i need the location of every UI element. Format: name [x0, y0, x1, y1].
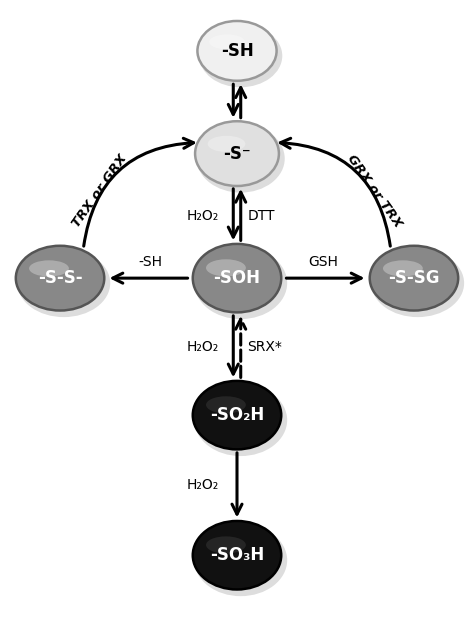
Ellipse shape — [206, 259, 246, 276]
Text: GRX or TRX: GRX or TRX — [345, 152, 404, 230]
Text: H₂O₂: H₂O₂ — [187, 209, 219, 223]
Text: -S⁻: -S⁻ — [223, 144, 251, 163]
Ellipse shape — [194, 524, 287, 596]
Text: TRX or GRX: TRX or GRX — [70, 152, 129, 230]
Ellipse shape — [206, 396, 246, 413]
Text: -SH: -SH — [139, 255, 163, 269]
Text: -S-SG: -S-SG — [388, 269, 440, 287]
Ellipse shape — [193, 244, 281, 312]
Ellipse shape — [383, 261, 423, 276]
Text: -SO₃H: -SO₃H — [210, 546, 264, 564]
Ellipse shape — [193, 521, 281, 589]
Ellipse shape — [193, 381, 281, 449]
Text: GSH: GSH — [308, 255, 338, 269]
Ellipse shape — [18, 249, 110, 317]
Ellipse shape — [194, 384, 287, 456]
Text: DTT: DTT — [247, 209, 275, 223]
Ellipse shape — [16, 245, 104, 310]
Text: SRX*: SRX* — [247, 339, 282, 353]
Ellipse shape — [197, 124, 285, 192]
Ellipse shape — [370, 245, 458, 310]
Text: -SH: -SH — [220, 42, 254, 60]
Ellipse shape — [208, 136, 246, 152]
Text: -SOH: -SOH — [213, 269, 261, 287]
Text: -S-S-: -S-S- — [38, 269, 82, 287]
Text: H₂O₂: H₂O₂ — [187, 339, 219, 353]
Ellipse shape — [206, 536, 246, 553]
Ellipse shape — [371, 249, 464, 317]
Ellipse shape — [197, 21, 277, 81]
Ellipse shape — [29, 261, 69, 276]
Ellipse shape — [210, 35, 245, 49]
Ellipse shape — [195, 121, 279, 186]
FancyArrowPatch shape — [84, 138, 193, 246]
Ellipse shape — [194, 247, 287, 319]
Ellipse shape — [199, 25, 283, 87]
FancyArrowPatch shape — [281, 138, 390, 246]
Text: -SO₂H: -SO₂H — [210, 406, 264, 424]
Text: H₂O₂: H₂O₂ — [187, 478, 219, 492]
